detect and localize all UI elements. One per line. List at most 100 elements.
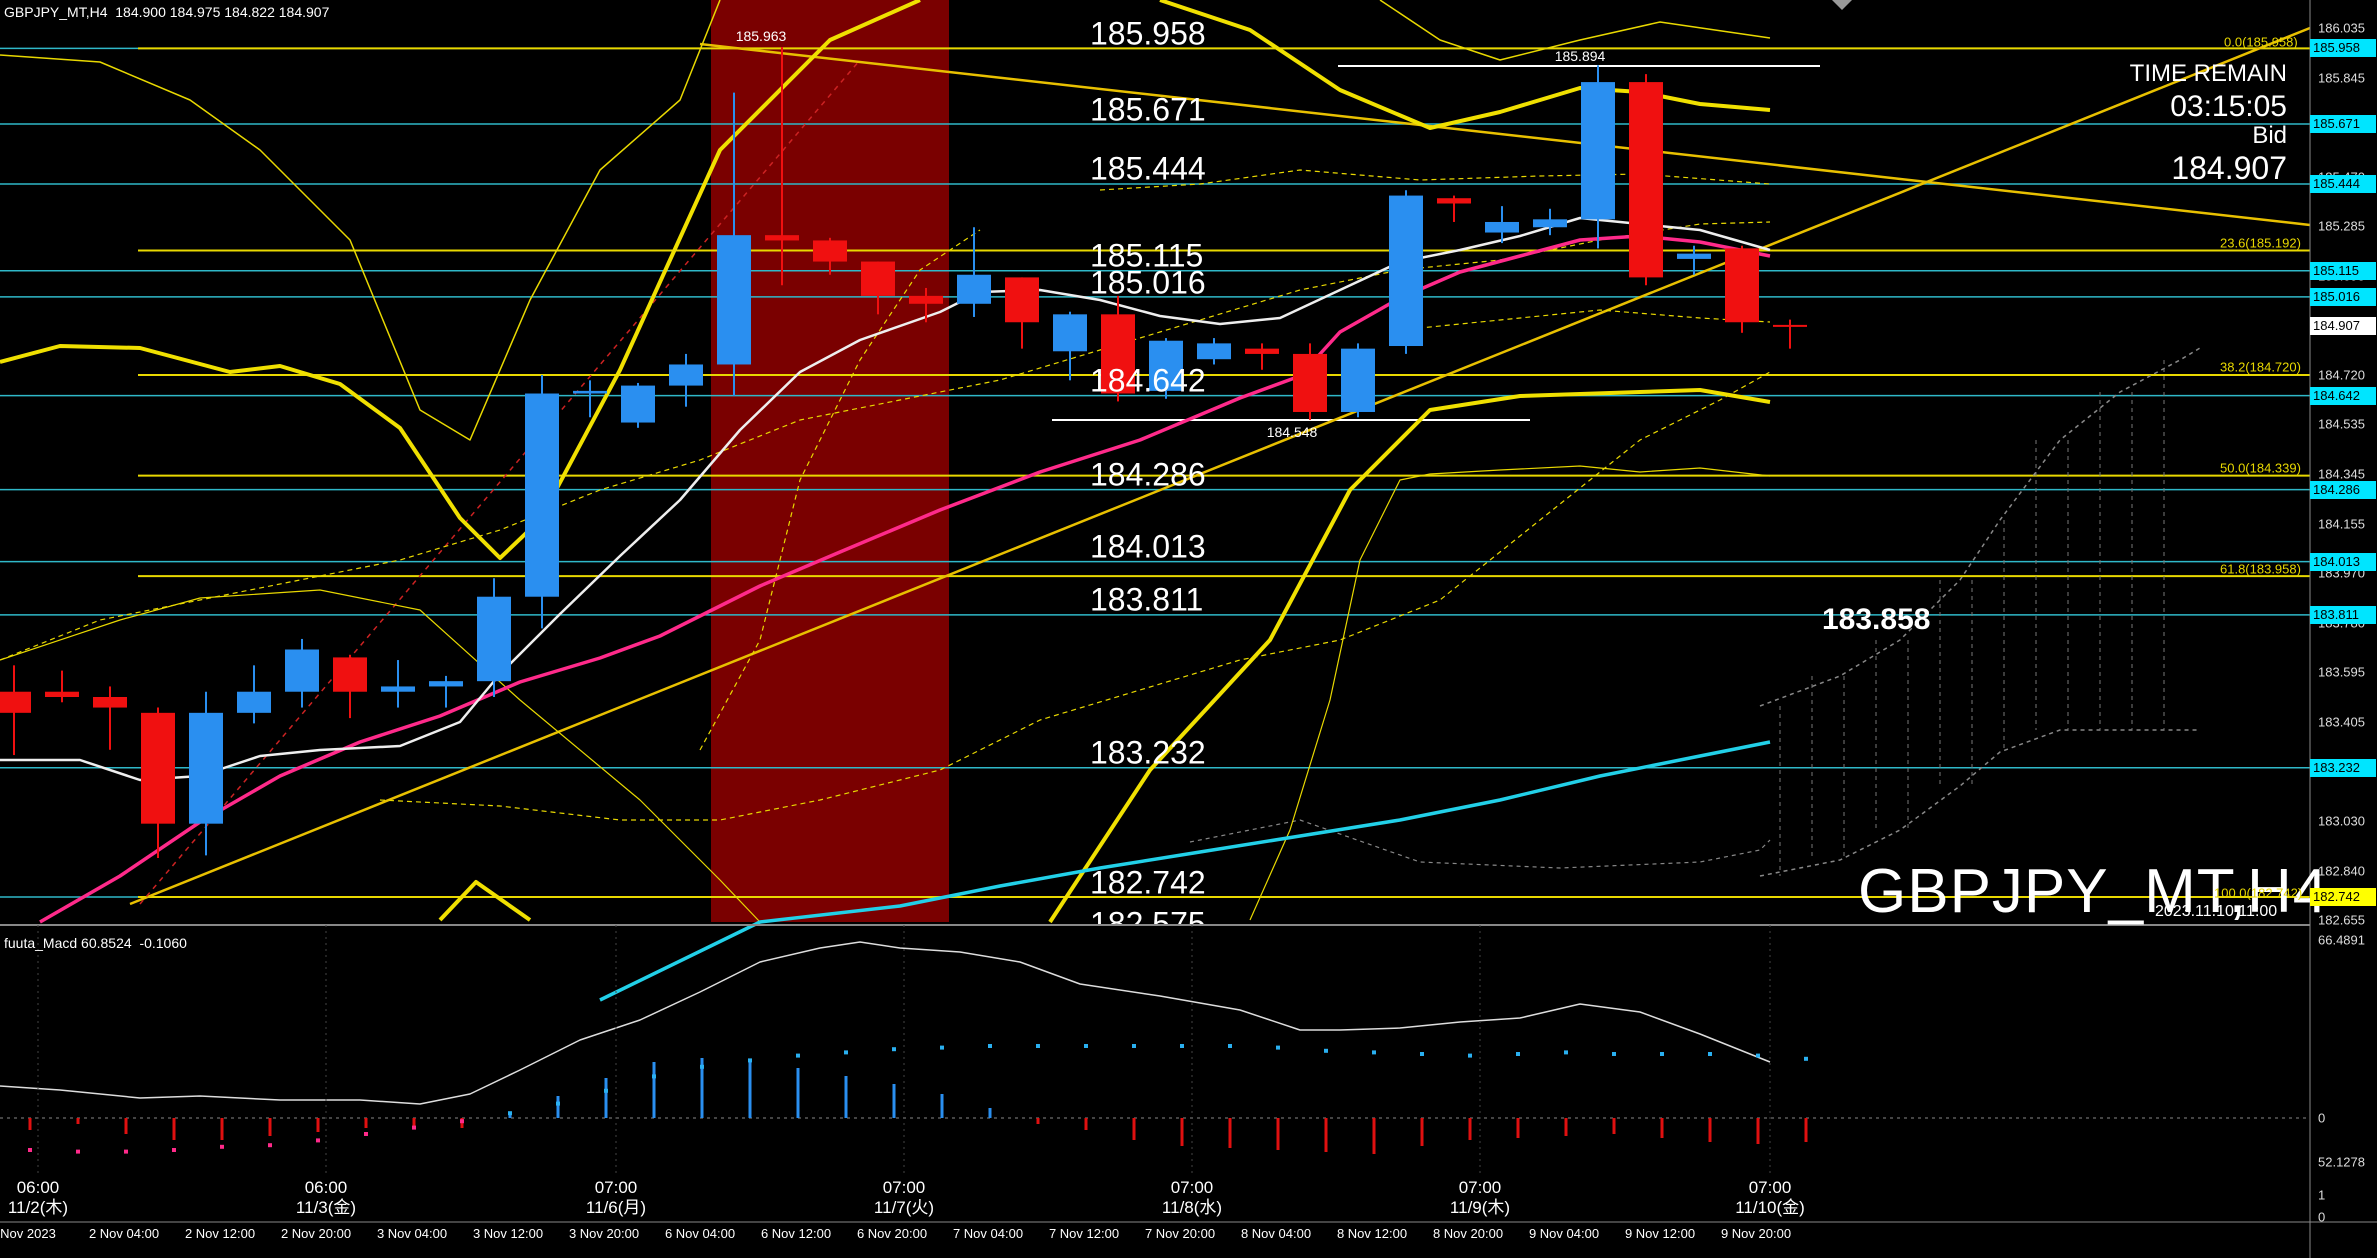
date-tick: Nov 2023 bbox=[0, 1226, 56, 1241]
price-tick: 183.405 bbox=[2318, 714, 2365, 730]
macd-pane bbox=[0, 941, 2310, 1154]
candle bbox=[237, 691, 271, 713]
time-label: 07:00 11/10(金) bbox=[1735, 1178, 1805, 1217]
candle bbox=[141, 712, 175, 824]
date-tick: 3 Nov 04:00 bbox=[376, 1226, 448, 1241]
price-badge: 184.642 bbox=[2310, 386, 2376, 405]
bid-value: 184.907 bbox=[2171, 150, 2287, 186]
candle bbox=[573, 390, 607, 394]
date-tick: 7 Nov 12:00 bbox=[1048, 1226, 1120, 1241]
high-label: 185.894 bbox=[1554, 48, 1606, 64]
candle bbox=[1341, 348, 1375, 412]
candle bbox=[189, 712, 223, 824]
date-tick: 6 Nov 04:00 bbox=[664, 1226, 736, 1241]
price-badge: 184.013 bbox=[2310, 552, 2376, 571]
time-label: 07:00 11/7(火) bbox=[873, 1178, 935, 1217]
candle bbox=[1053, 314, 1087, 352]
candle bbox=[1101, 314, 1135, 394]
date-tick: 7 Nov 04:00 bbox=[952, 1226, 1024, 1241]
price-tick: 184.720 bbox=[2318, 367, 2365, 383]
level-label-highlight: 183.858 bbox=[1822, 603, 1931, 636]
price-badge: 183.811 bbox=[2310, 605, 2376, 624]
candle bbox=[1629, 82, 1663, 278]
level-label: 185.115 bbox=[1090, 237, 1204, 274]
candle bbox=[1005, 277, 1039, 323]
price-tick: 184.155 bbox=[2318, 516, 2365, 532]
candle bbox=[1677, 253, 1711, 259]
candle bbox=[45, 691, 79, 697]
candle bbox=[621, 385, 655, 423]
macd-tick: 1 bbox=[2318, 1187, 2326, 1203]
macd-value: -0.1060 bbox=[139, 935, 187, 951]
candle bbox=[1773, 324, 1807, 327]
low-label: 184.548 bbox=[1266, 424, 1318, 440]
date-tick: 8 Nov 04:00 bbox=[1240, 1226, 1312, 1241]
candle bbox=[717, 235, 751, 365]
date-tick: 8 Nov 12:00 bbox=[1336, 1226, 1408, 1241]
bid-label: Bid bbox=[2252, 122, 2287, 149]
symbol-watermark: GBPJPY_MT,H4 bbox=[1858, 857, 2329, 926]
macd-tick: 0 bbox=[2318, 1209, 2326, 1225]
time-label: 07:00 11/6(月) bbox=[585, 1178, 647, 1217]
candle bbox=[1437, 198, 1471, 204]
candle bbox=[93, 697, 127, 708]
level-label: 185.958 bbox=[1090, 15, 1206, 52]
high-label: 185.963 bbox=[735, 28, 787, 44]
price-tick: 183.595 bbox=[2318, 664, 2365, 680]
time-label: 06:00 11/2(木) bbox=[7, 1178, 69, 1217]
candle bbox=[333, 657, 367, 692]
candle bbox=[1245, 348, 1279, 354]
time-remain-label: TIME REMAIN bbox=[2129, 60, 2287, 87]
session-highlight bbox=[711, 0, 949, 922]
candles bbox=[0, 47, 1807, 858]
date-tick: 9 Nov 04:00 bbox=[1528, 1226, 1600, 1241]
candle bbox=[285, 649, 319, 692]
date-tick: 2 Nov 04:00 bbox=[88, 1226, 160, 1241]
candle bbox=[477, 596, 511, 682]
candle bbox=[909, 295, 943, 304]
candle bbox=[525, 393, 559, 597]
level-label: 184.013 bbox=[1090, 528, 1206, 565]
grid-lines bbox=[0, 47, 2310, 899]
date-tick: 6 Nov 20:00 bbox=[856, 1226, 928, 1241]
level-label: 182.742 bbox=[1090, 864, 1206, 901]
date-tick: 2 Nov 20:00 bbox=[280, 1226, 352, 1241]
candle bbox=[1197, 343, 1231, 360]
candle bbox=[1725, 248, 1759, 323]
price-tick: 185.285 bbox=[2318, 218, 2365, 234]
price-tick: 183.030 bbox=[2318, 813, 2365, 829]
time-remain-value: 03:15:05 bbox=[2170, 90, 2287, 123]
candle bbox=[1485, 221, 1519, 233]
chart-header: GBPJPY_MT,H4 184.900 184.975 184.822 184… bbox=[4, 4, 329, 20]
date-tick: 2 Nov 12:00 bbox=[184, 1226, 256, 1241]
level-label: 182.575 bbox=[1090, 905, 1206, 942]
date-tick: 3 Nov 12:00 bbox=[472, 1226, 544, 1241]
macd-label: fuuta_Macd 60.8524 bbox=[4, 935, 132, 951]
candle bbox=[1389, 195, 1423, 347]
macd-tick: 66.4891 bbox=[2318, 932, 2365, 948]
scroll-arrow-icon[interactable] bbox=[1832, 0, 1852, 10]
price-tick: 185.845 bbox=[2318, 70, 2365, 86]
candle bbox=[381, 686, 415, 692]
date-tick: 7 Nov 20:00 bbox=[1144, 1226, 1216, 1241]
macd-header: fuuta_Macd 60.8524 -0.1060 bbox=[4, 935, 187, 951]
symbol-title: GBPJPY_MT,H4 bbox=[4, 4, 108, 20]
level-label: 184.286 bbox=[1090, 456, 1206, 493]
date-tick: 6 Nov 12:00 bbox=[760, 1226, 832, 1241]
level-label: 184.642 bbox=[1090, 362, 1206, 399]
candle bbox=[765, 235, 799, 241]
price-badge: 182.742 bbox=[2310, 888, 2376, 907]
price-badge: 185.671 bbox=[2310, 115, 2376, 134]
price-tick: 184.345 bbox=[2318, 466, 2365, 482]
candle bbox=[957, 274, 991, 304]
time-label: 06:00 11/3(金) bbox=[295, 1178, 357, 1217]
fibo-label: 23.6(185.192) bbox=[2220, 235, 2301, 251]
candle bbox=[669, 364, 703, 386]
candle bbox=[1533, 219, 1567, 228]
price-badge: 185.958 bbox=[2310, 39, 2376, 58]
candle bbox=[1581, 82, 1615, 220]
fibo-label: 38.2(184.720) bbox=[2220, 359, 2301, 375]
candle bbox=[0, 691, 31, 713]
time-label: 07:00 11/9(木) bbox=[1449, 1178, 1511, 1217]
